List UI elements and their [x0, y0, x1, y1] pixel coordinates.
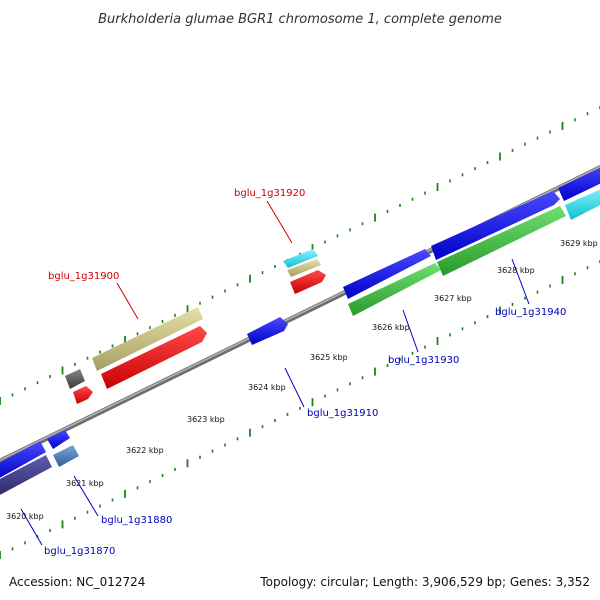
gene-label-31910[interactable]: bglu_1g31910 — [307, 408, 378, 419]
gene-khaki-31900[interactable] — [92, 307, 203, 371]
gene-green-right[interactable] — [437, 206, 566, 276]
tick-label-3629: 3629 kbp — [560, 239, 598, 248]
gene-label-31880[interactable]: bglu_1g31880 — [101, 515, 172, 526]
tick-label-3628: 3628 kbp — [497, 266, 535, 275]
gene-label-31940[interactable]: bglu_1g31940 — [495, 307, 566, 318]
gene-green-31930[interactable] — [348, 263, 441, 316]
map-title: Burkholderia glumae BGR1 chromosome 1, c… — [98, 12, 502, 27]
gene-blue-upper-1[interactable] — [343, 249, 431, 299]
tick-label-3625: 3625 kbp — [310, 353, 348, 362]
leader-lines — [20, 200, 530, 546]
tick-label-3622: 3622 kbp — [126, 446, 164, 455]
tick-label-3626: 3626 kbp — [372, 323, 410, 332]
gene-cyan-right[interactable] — [565, 185, 600, 220]
tick-label-3624: 3624 kbp — [248, 383, 286, 392]
gene-label-31930[interactable]: bglu_1g31930 — [388, 355, 459, 366]
gene-red-small[interactable] — [73, 386, 93, 404]
gene-gray-small[interactable] — [65, 369, 85, 389]
gene-blue-small-left[interactable] — [47, 430, 70, 449]
gene-label-31920[interactable]: bglu_1g31920 — [234, 188, 305, 199]
gene-blue-left[interactable] — [0, 441, 46, 480]
genome-summary-text: Topology: circular; Length: 3,906,529 bp… — [259, 575, 590, 589]
gene-red-31920[interactable] — [290, 270, 326, 294]
tick-label-3620: 3620 kbp — [6, 512, 44, 521]
gene-khaki-31920[interactable] — [287, 259, 321, 277]
tick-label-3623: 3623 kbp — [187, 415, 225, 424]
dot-tracks — [0, 106, 600, 559]
tick-label-3621: 3621 kbp — [66, 479, 104, 488]
gene-label-31900[interactable]: bglu_1g31900 — [48, 271, 119, 282]
gene-cyan-31920[interactable] — [283, 249, 318, 268]
gene-features — [0, 163, 600, 497]
gene-red-31900[interactable] — [101, 326, 207, 389]
gene-blue-31940[interactable] — [431, 191, 560, 260]
gene-blue-right[interactable] — [558, 163, 600, 201]
gene-steel-left[interactable] — [53, 445, 79, 467]
tick-label-3627: 3627 kbp — [434, 294, 472, 303]
scale-labels: 3620 kbp 3621 kbp 3622 kbp 3623 kbp 3624… — [6, 239, 598, 521]
gene-label-31870[interactable]: bglu_1g31870 — [44, 546, 115, 557]
gene-navy-left[interactable] — [0, 455, 52, 497]
gene-labels: bglu_1g31920 bglu_1g31900 bglu_1g31940 b… — [44, 188, 566, 557]
accession-text: Accession: NC_012724 — [9, 575, 145, 589]
gene-blue-31910[interactable] — [247, 317, 288, 345]
